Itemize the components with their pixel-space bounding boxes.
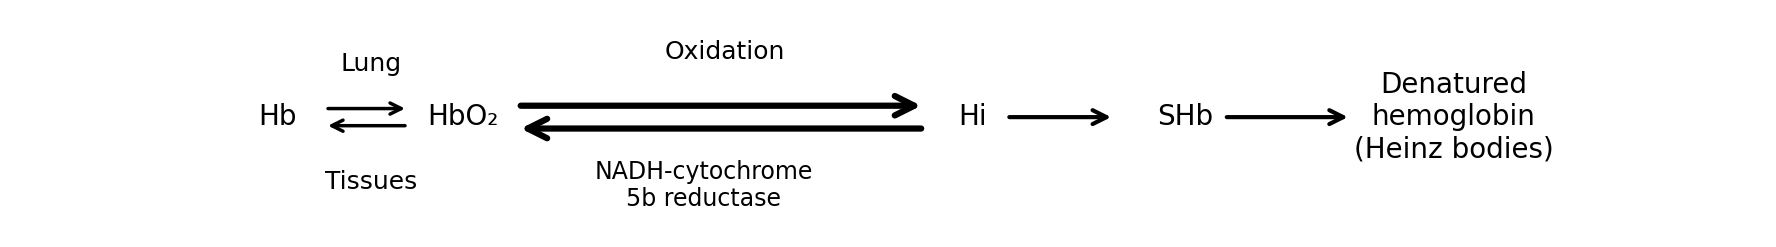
Text: Hi: Hi (957, 103, 986, 131)
Text: HbO₂: HbO₂ (428, 103, 499, 131)
Text: SHb: SHb (1158, 103, 1213, 131)
Text: NADH-cytochrome
5b reductase: NADH-cytochrome 5b reductase (595, 160, 813, 211)
Text: Hb: Hb (258, 103, 297, 131)
Text: Lung: Lung (339, 52, 401, 76)
Text: Tissues: Tissues (325, 170, 417, 194)
Text: Oxidation: Oxidation (664, 41, 785, 64)
Text: Denatured
hemoglobin
(Heinz bodies): Denatured hemoglobin (Heinz bodies) (1353, 71, 1554, 164)
